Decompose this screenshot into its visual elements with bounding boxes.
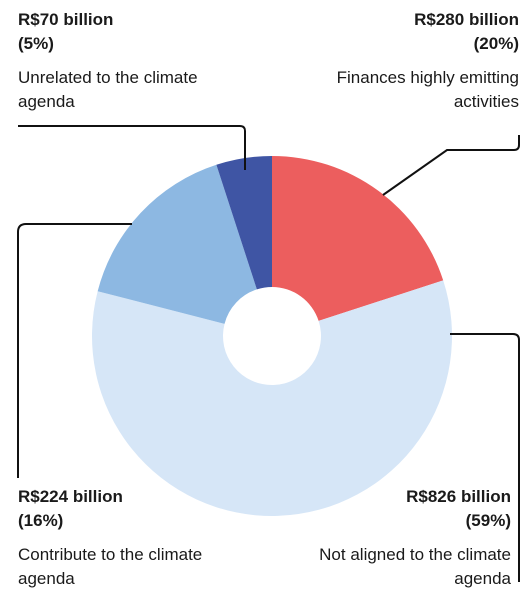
label-finances-amount: R$280 billion (414, 10, 519, 29)
label-contribute: R$224 billion (16%) Contribute to the cl… (18, 485, 258, 591)
slice-unrelated (216, 156, 272, 290)
label-unrelated-amount: R$70 billion (18, 10, 114, 29)
label-contribute-desc: Contribute to the climate agenda (18, 545, 203, 588)
slice-not-aligned (91, 280, 452, 516)
label-finances-desc: Finances highly emitting activities (336, 68, 519, 111)
leader-line-contribute (17, 223, 132, 478)
label-unrelated-desc: Unrelated to the climate agenda (18, 68, 198, 111)
label-not-aligned: R$826 billion (59%) Not aligned to the c… (271, 485, 511, 591)
label-finances-percent: (20%) (473, 34, 519, 53)
label-contribute-percent: (16%) (18, 511, 64, 530)
leader-lines (17, 125, 520, 582)
label-contribute-amount: R$224 billion (18, 487, 123, 506)
leader-line-finances (382, 135, 520, 196)
slice-contribute (97, 164, 257, 324)
label-unrelated: R$70 billion (5%) Unrelated to the clima… (18, 8, 258, 114)
donut-slices (91, 156, 452, 516)
label-not-aligned-percent: (59%) (465, 511, 511, 530)
leader-line-unrelated (18, 125, 246, 170)
label-unrelated-percent: (5%) (18, 34, 54, 53)
label-not-aligned-amount: R$826 billion (406, 487, 511, 506)
leader-line-not-aligned (450, 333, 520, 582)
label-not-aligned-desc: Not aligned to the climate agenda (319, 545, 511, 588)
label-finances: R$280 billion (20%) Finances highly emit… (279, 8, 519, 114)
slice-finances (272, 156, 444, 321)
